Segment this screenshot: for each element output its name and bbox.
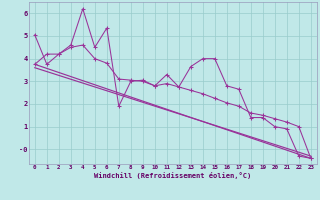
X-axis label: Windchill (Refroidissement éolien,°C): Windchill (Refroidissement éolien,°C) [94, 172, 252, 179]
